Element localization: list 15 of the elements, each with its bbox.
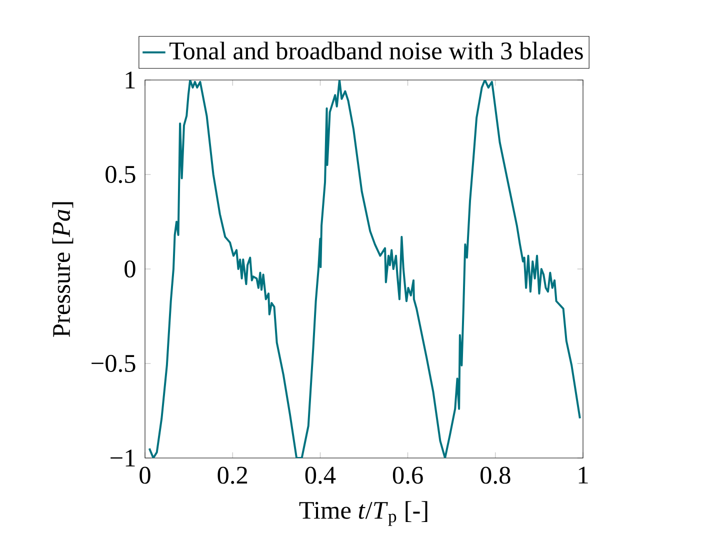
x-tick-label: 0.4 bbox=[305, 466, 336, 484]
legend-label: Tonal and broadband noise with 3 blades bbox=[169, 42, 583, 60]
y-tick-label: 1 bbox=[126, 72, 135, 88]
y-tick-label: −1 bbox=[110, 450, 135, 466]
line-series bbox=[148, 80, 581, 458]
x-tick-label: 0.2 bbox=[218, 466, 248, 484]
x-tick-label: 0.6 bbox=[392, 466, 423, 484]
x-tick-label: 0 bbox=[140, 466, 150, 484]
x-tick-label: 1 bbox=[578, 466, 588, 484]
y-tick-label: 0.5 bbox=[106, 166, 136, 184]
x-axis-title: Time t/T$_{p}$ [-] bbox=[299, 501, 428, 526]
x-tick-label: 0.8 bbox=[480, 466, 510, 484]
y-tick-label: −0.5 bbox=[92, 354, 136, 372]
y-tick-label: 0 bbox=[124, 260, 136, 278]
y-axis-title: Pressure [Pa] bbox=[52, 202, 74, 337]
